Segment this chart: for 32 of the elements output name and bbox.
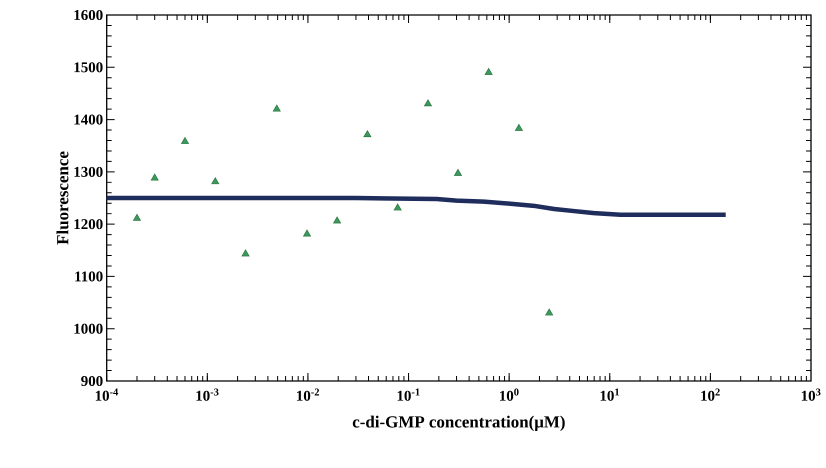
x-tick-label: 10$^{2}$ xyxy=(701,388,720,401)
x-tick-label: 10$^{-4}$ xyxy=(96,388,118,401)
point xyxy=(363,130,372,138)
y-tick-label: 1200 xyxy=(74,219,103,230)
point xyxy=(545,308,554,316)
y-tick-label: 1400 xyxy=(74,114,103,125)
y-axis-title: Fluorescence xyxy=(56,152,68,245)
point xyxy=(181,137,189,144)
point xyxy=(454,168,462,176)
point xyxy=(242,249,250,256)
x-tick-label: 10$^{1}$ xyxy=(600,388,620,401)
x-tick-label: 10$^{-3}$ xyxy=(196,388,219,401)
y-tick-label: 1300 xyxy=(74,166,103,177)
point xyxy=(333,216,342,224)
point xyxy=(303,230,311,236)
x-axis-title: c-di-GMP concentration(μM) xyxy=(352,416,565,432)
point xyxy=(272,104,281,112)
x-tick-label: 10$^{3}$ xyxy=(802,388,820,401)
y-tick-label: 1500 xyxy=(74,62,103,72)
y-tick-label: 1000 xyxy=(74,324,103,334)
point xyxy=(394,203,402,210)
point xyxy=(211,177,220,184)
y-tick-label: 1100 xyxy=(75,271,103,282)
x-tick-label: 10$^{0}$ xyxy=(500,388,519,401)
point xyxy=(484,68,493,75)
x-tick-label: 10$^{-1}$ xyxy=(398,388,420,401)
y-tick-label: 1600 xyxy=(74,10,103,20)
point xyxy=(150,174,159,181)
point xyxy=(424,99,432,106)
point xyxy=(514,124,523,131)
y-tick-label: 900 xyxy=(81,376,103,386)
x-tick-label: 10$^{-2}$ xyxy=(297,388,320,401)
